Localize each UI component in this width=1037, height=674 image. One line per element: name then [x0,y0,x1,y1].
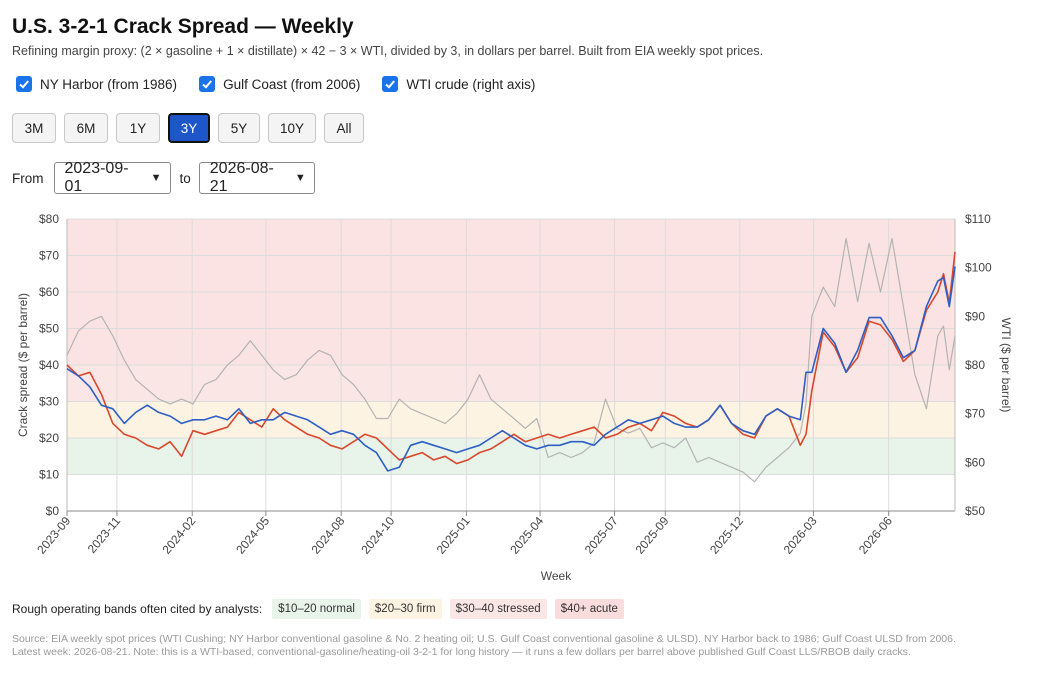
series-toggles: NY Harbor (from 1986) Gulf Coast (from 2… [16,76,535,92]
x-tick-label: 2023-09 [34,514,73,557]
x-tick-label: 2025-04 [507,514,546,557]
y-tick-label: $80 [39,212,59,226]
band-acute: $40+ acute [554,599,624,619]
y2-axis-title: WTI ($ per barrel) [999,318,1013,413]
x-tick-label: 2024-05 [233,514,272,557]
checkbox-checked-icon[interactable] [16,76,32,92]
range-1y-button[interactable]: 1Y [116,113,160,143]
crack-spread-chart: $0 $10 $20 $30 $40 $50 $60 $70 $80 $50 $60 $70 $80 $9… [16,212,1013,583]
range-5y-button[interactable]: 5Y [218,113,260,143]
toggle-label: Gulf Coast (from 2006) [223,76,361,92]
x-tick-label: 2024-02 [159,514,198,557]
y-axis-title: Crack spread ($ per barrel) [16,293,30,437]
toggle-gulf-coast[interactable]: Gulf Coast (from 2006) [199,76,360,92]
y-tick-label: $20 [39,431,59,445]
x-tick-label: 2024-10 [358,514,397,557]
series-line-wti-crude [66,237,956,483]
range-buttons: 3M 6M 1Y 3Y 5Y 10Y All [12,113,364,143]
band-stressed: $30–40 stressed [449,599,547,619]
y2-tick-label: $50 [965,504,985,518]
toggle-label: WTI crude (right axis) [406,76,536,92]
to-date-select[interactable]: 2026-08-21 ▼ [198,160,315,195]
x-tick-label: 2023-11 [85,514,124,556]
y-tick-label: $60 [39,285,59,299]
range-3y-button[interactable]: 3Y [168,113,210,143]
band-normal [67,438,955,475]
range-3m-button[interactable]: 3M [12,113,56,143]
checkbox-checked-icon[interactable] [382,76,399,92]
checkbox-checked-icon[interactable] [199,76,216,92]
band-normal: $10–20 normal [272,599,361,619]
date-range: From 2023-09-01 ▼ to 2026-08-21 ▼ [12,160,315,195]
band-firm: $20–30 firm [368,599,442,619]
y2-tick-label: $70 [965,407,985,421]
y2-tick-label: $90 [965,309,985,323]
y-tick-label: $40 [39,358,59,372]
to-date-value: 2026-08-21 [209,160,274,195]
toggle-wti-crude[interactable]: WTI crude (right axis) [382,76,535,92]
source-line-2: Latest week: 2026-08-21. Note: this is a… [12,646,911,658]
x-tick-label: 2024-08 [308,514,347,557]
bands-intro: Rough operating bands often cited by ana… [12,602,263,616]
range-10y-button[interactable]: 10Y [268,113,316,143]
x-tick-label: 2025-07 [582,514,621,557]
x-axis-title: Week [541,569,572,583]
y-tick-label: $70 [39,249,59,263]
x-tick-label: 2025-12 [707,514,746,557]
y-tick-label: $0 [46,504,60,518]
y-tick-label: $10 [39,468,59,482]
from-date-value: 2023-09-01 [64,160,129,195]
range-6m-button[interactable]: 6M [64,113,108,143]
toggle-label: NY Harbor (from 1986) [40,76,178,92]
band-stressed [67,365,955,402]
series-line-ny-harbor [66,251,956,465]
y2-tick-label: $80 [965,358,985,372]
range-all-button[interactable]: All [324,113,364,143]
series-line-gulf-coast [66,266,956,472]
y-tick-label: $50 [39,322,59,336]
to-label: to [179,170,191,186]
source-note: Source: EIA weekly spot prices (WTI Cush… [12,633,956,659]
x-tick-label: 2025-01 [434,514,473,557]
toggle-ny-harbor[interactable]: NY Harbor (from 1986) [16,76,177,92]
x-tick-label: 2025-09 [633,514,672,557]
y-tick-label: $30 [39,395,59,409]
page-subtitle: Refining margin proxy: (2 × gasoline + 1… [12,44,764,58]
chevron-down-icon: ▼ [294,172,306,184]
y2-tick-label: $110 [965,212,991,226]
x-tick-label: 2026-03 [781,514,820,557]
from-date-select[interactable]: 2023-09-01 ▼ [53,160,171,195]
page-title: U.S. 3-2-1 Crack Spread — Weekly [12,15,354,38]
from-label: From [12,170,44,186]
y2-tick-label: $60 [965,455,985,469]
bands-legend: Rough operating bands often cited by ana… [12,599,624,619]
y2-tick-label: $100 [965,261,992,275]
chevron-down-icon: ▼ [150,172,162,184]
x-tick-label: 2026-06 [856,514,895,557]
source-line-1: Source: EIA weekly spot prices (WTI Cush… [12,633,956,645]
